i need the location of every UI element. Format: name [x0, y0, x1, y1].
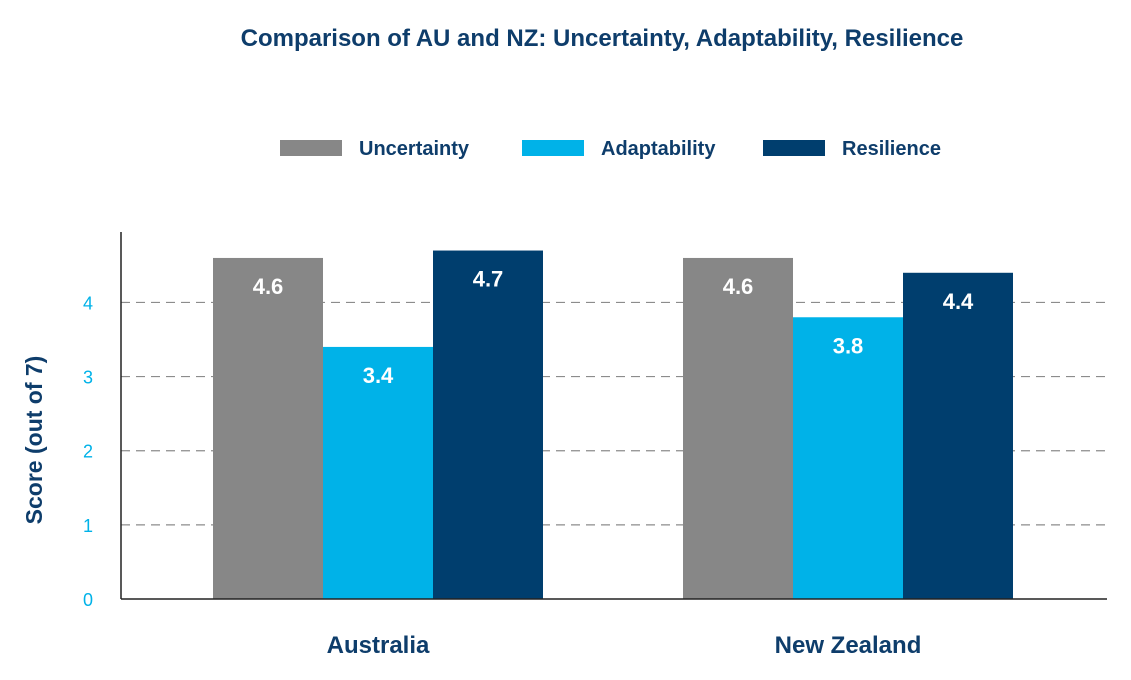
- bar-value-label: 4.4: [943, 289, 974, 314]
- bar-adaptability-new-zealand: [793, 317, 903, 599]
- bar-resilience-australia: [433, 250, 543, 600]
- legend-label-uncertainty: Uncertainty: [359, 138, 470, 160]
- x-category-label: New Zealand: [775, 632, 922, 659]
- bar-value-label: 4.7: [473, 267, 504, 292]
- legend-label-adaptability: Adaptability: [601, 138, 716, 160]
- legend-swatch-resilience: [763, 140, 825, 156]
- y-tick-label: 1: [83, 516, 93, 536]
- y-tick-label: 3: [83, 368, 93, 388]
- x-axis-categories: Australia New Zealand: [327, 632, 922, 659]
- bar-adaptability-australia: [323, 346, 433, 599]
- bar-value-label: 4.6: [253, 274, 284, 299]
- y-tick-label: 4: [83, 293, 93, 313]
- y-tick-label: 0: [83, 590, 93, 610]
- bar-value-label: 3.4: [363, 363, 394, 388]
- bar-uncertainty-new-zealand: [683, 257, 793, 599]
- bar-value-label: 4.6: [723, 274, 754, 299]
- axes: [120, 232, 1107, 600]
- y-axis-ticks: 0 1 2 3 4: [83, 293, 93, 610]
- x-category-label: Australia: [327, 632, 430, 659]
- legend-swatch-uncertainty: [280, 140, 342, 156]
- legend-label-resilience: Resilience: [842, 138, 941, 160]
- bar-value-label: 3.8: [833, 333, 864, 358]
- legend: Uncertainty Adaptability Resilience: [280, 138, 941, 160]
- bar-resilience-new-zealand: [903, 272, 1013, 599]
- y-tick-label: 2: [83, 442, 93, 462]
- chart-title: Comparison of AU and NZ: Uncertainty, Ad…: [241, 25, 964, 52]
- bars: 4.6 3.4 4.7 4.6 3.8 4.4: [213, 250, 1013, 600]
- legend-swatch-adaptability: [522, 140, 584, 156]
- y-axis-label: Score (out of 7): [21, 356, 47, 525]
- bar-uncertainty-australia: [213, 257, 323, 599]
